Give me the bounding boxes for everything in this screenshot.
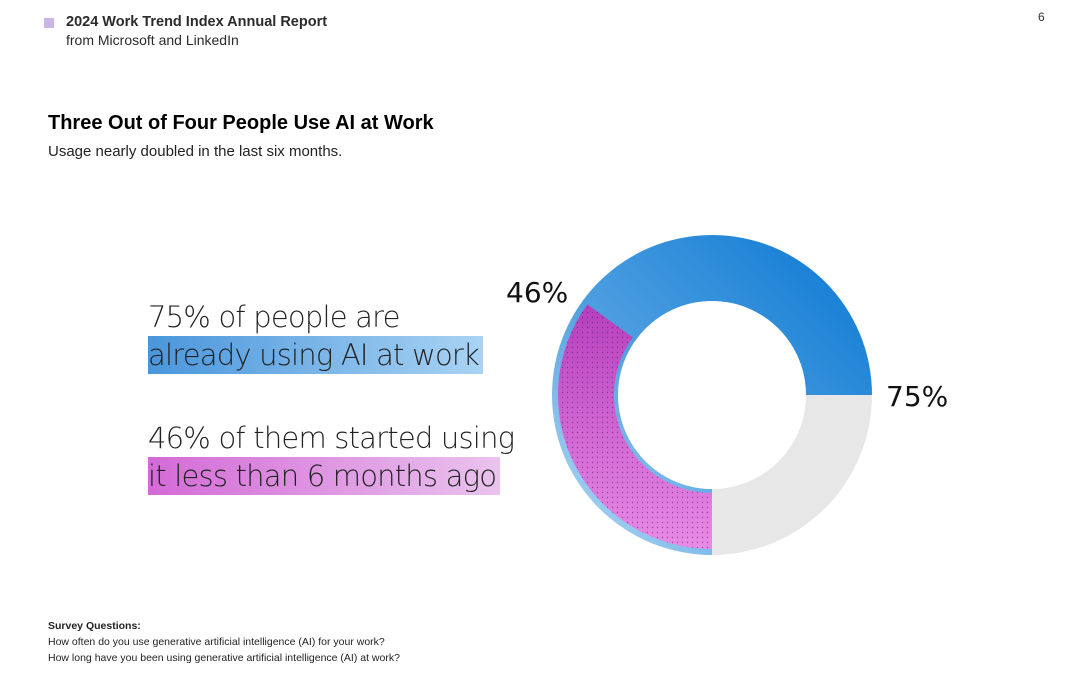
header-square-marker: [44, 18, 54, 28]
stat-recent-adoption: 46% of them started using it less than 6…: [148, 419, 515, 495]
survey-question-2: How long have you been using generative …: [48, 652, 400, 664]
survey-questions: Survey Questions: How often do you use g…: [48, 618, 400, 666]
report-title: 2024 Work Trend Index Annual Report: [66, 14, 328, 30]
donut-slice-recent-adopters-texture: [558, 304, 712, 549]
page-title: Three Out of Four People Use AI at Work: [48, 112, 434, 134]
donut-label-75: 75%: [886, 380, 948, 413]
stat-ai-usage-line1: 75% of people are: [148, 300, 400, 334]
survey-heading: Survey Questions:: [48, 620, 141, 632]
stat-recent-adoption-highlight: it less than 6 months ago: [148, 457, 501, 495]
report-subtitle: from Microsoft and LinkedIn: [66, 32, 239, 48]
page-number: 6: [1038, 10, 1045, 24]
donut-slice-remaining: [712, 395, 872, 555]
stat-ai-usage: 75% of people are already using AI at wo…: [148, 298, 484, 374]
stat-recent-adoption-line1: 46% of them started using: [148, 421, 515, 455]
survey-question-1: How often do you use generative artifici…: [48, 636, 385, 648]
stat-ai-usage-highlight: already using AI at work: [148, 336, 484, 374]
page-subtitle: Usage nearly doubled in the last six mon…: [48, 143, 343, 160]
donut-label-46: 46%: [506, 276, 568, 309]
